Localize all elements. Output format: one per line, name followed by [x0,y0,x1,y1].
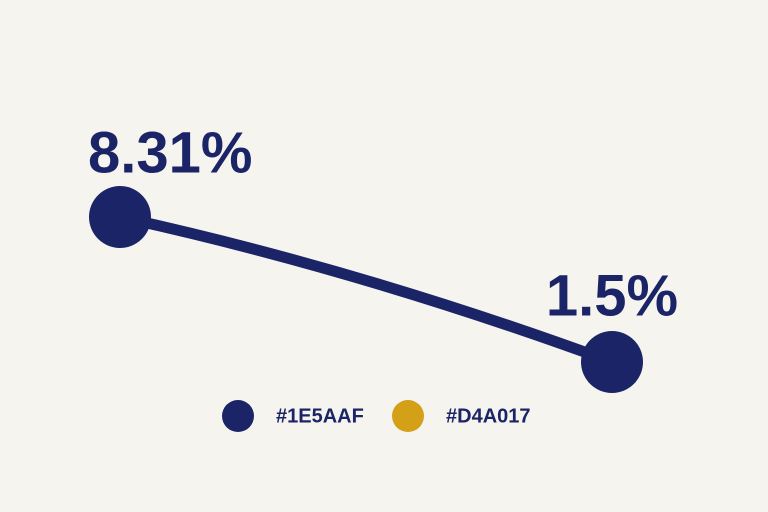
legend-label: #1E5AAF [276,405,364,427]
value-label: 1.5% [546,263,678,328]
point [581,331,643,393]
legend-swatch [392,400,424,432]
point [89,186,151,248]
legend-swatch [222,400,254,432]
legend-label: #D4A017 [446,405,531,427]
line [114,211,618,368]
value-label: 8.31% [88,120,252,185]
